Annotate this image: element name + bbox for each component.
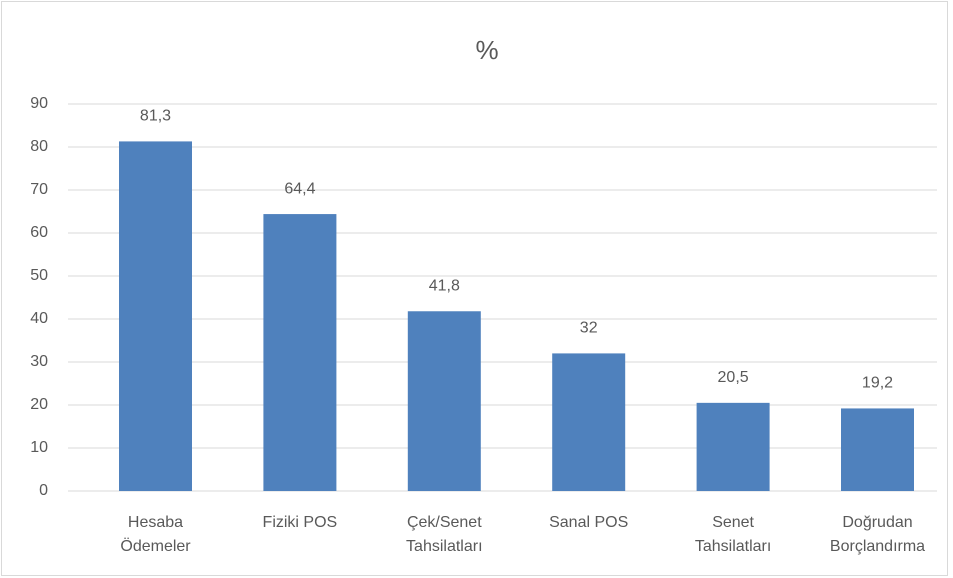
- bar: [696, 402, 770, 491]
- data-label: 32: [580, 320, 598, 337]
- x-tick-label: Çek/Senet Tahsilatları: [406, 514, 483, 555]
- y-tick-label: 90: [30, 95, 48, 112]
- bar: [263, 214, 337, 491]
- x-tick-label: Doğrudan Borçlandırma: [829, 514, 926, 555]
- y-tick-label: 50: [30, 267, 48, 284]
- data-label: 81,3: [140, 108, 171, 125]
- y-tick-label: 60: [30, 224, 48, 241]
- y-tick-label: 10: [30, 439, 48, 456]
- bar: [552, 353, 626, 491]
- x-tick-label: Sanal POS: [549, 514, 629, 531]
- bar: [407, 311, 481, 491]
- y-tick-label: 70: [30, 181, 48, 198]
- data-label: 64,4: [284, 180, 315, 197]
- x-tick-label: Hesaba Ödemeler: [120, 514, 191, 555]
- y-tick-label: 80: [30, 138, 48, 155]
- y-tick-label: 30: [30, 353, 48, 370]
- chart-title: %: [475, 35, 498, 65]
- data-label: 20,5: [718, 369, 749, 386]
- bar: [119, 141, 192, 491]
- y-tick-label: 20: [30, 396, 48, 413]
- bar: [841, 408, 914, 491]
- x-tick-label: Fiziki POS: [262, 514, 338, 531]
- data-label: 41,8: [429, 277, 460, 294]
- x-tick-label: Senet Tahsilatları: [694, 514, 772, 555]
- data-label: 19,2: [862, 375, 893, 392]
- y-tick-label: 40: [30, 310, 48, 327]
- y-tick-label: 0: [39, 482, 48, 499]
